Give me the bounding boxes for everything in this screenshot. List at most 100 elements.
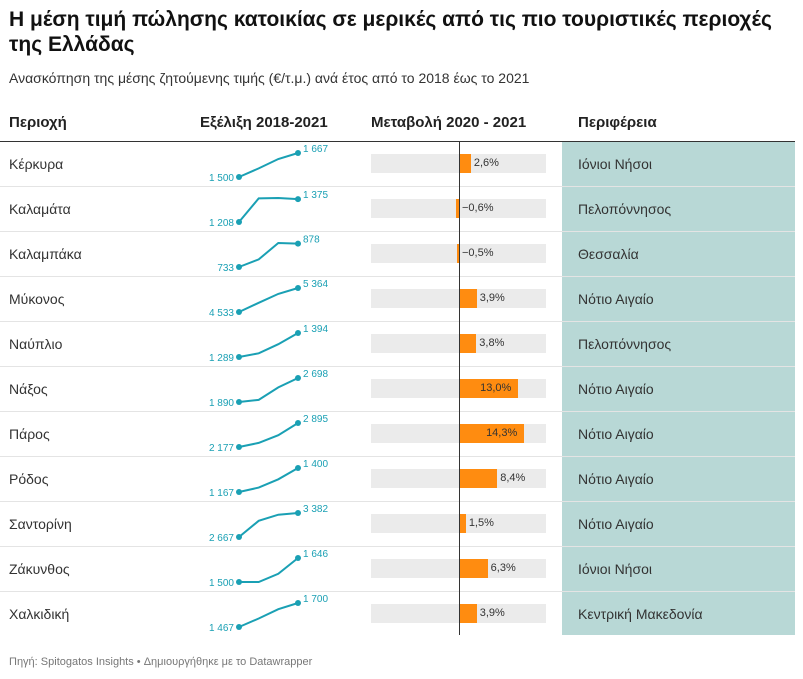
zero-axis-line xyxy=(459,142,460,635)
change-bar xyxy=(459,379,519,398)
change-bar xyxy=(459,559,488,578)
table-row: Μύκονος 4 533 5 364 3,9% Νότιο Αιγαίο xyxy=(0,277,795,322)
area-name: Κέρκυρα xyxy=(9,156,64,172)
sparkline-end-point xyxy=(295,150,301,156)
area-name: Πάρος xyxy=(9,426,50,442)
table-row: Καλαμάτα 1 208 1 375 −0,6% Πελοπόννησος xyxy=(0,187,795,232)
area-name: Νάξος xyxy=(9,381,48,397)
sparkline-end-point xyxy=(295,555,301,561)
sparkline-path xyxy=(238,332,299,358)
sparkline-end-label: 878 xyxy=(303,235,320,246)
sparkline-start-label: 1 500 xyxy=(209,578,234,589)
sparkline: 1 167 1 400 xyxy=(209,459,328,499)
change-bar xyxy=(459,334,477,353)
table-row: Σαντορίνη 2 667 3 382 1,5% Νότιο Αιγαίο xyxy=(0,502,795,547)
area-name: Καλαμπάκα xyxy=(9,246,82,262)
sparkline-end-point xyxy=(295,330,301,336)
table-row: Καλαμπάκα 733 878 −0,5% Θεσσαλία xyxy=(0,232,795,277)
sparkline: 2 177 2 895 xyxy=(209,414,328,454)
row-divider xyxy=(0,276,795,277)
sparkline: 2 667 3 382 xyxy=(209,504,328,544)
change-label: 3,9% xyxy=(479,607,505,619)
change-label: 13,0% xyxy=(480,382,512,394)
row-divider xyxy=(0,501,795,502)
area-name: Ρόδος xyxy=(9,471,49,487)
row-divider xyxy=(0,231,795,232)
chart-subtitle: Ανασκόπηση της μέσης ζητούμενης τιμής (€… xyxy=(9,70,530,86)
sparkline-end-label: 2 698 xyxy=(303,369,328,380)
area-name: Μύκονος xyxy=(9,291,65,307)
chart-title: Η μέση τιμή πώλησης κατοικίας σε μερικές… xyxy=(9,8,772,56)
table-row: Χαλκιδική 1 467 1 700 3,9% Κεντρική Μακεδονί… xyxy=(0,592,795,637)
sparkline-end-point xyxy=(295,420,301,426)
area-name: Ναύπλιο xyxy=(9,336,63,352)
sparkline-start-label: 1 289 xyxy=(209,353,234,364)
sparkline-path xyxy=(239,557,299,583)
sparkline-start-point xyxy=(236,534,242,540)
sparkline-end-label: 1 400 xyxy=(303,459,328,470)
change-bar xyxy=(459,469,498,488)
sparkline: 1 289 1 394 xyxy=(209,324,328,364)
sparkline-end-label: 2 895 xyxy=(303,414,328,425)
sparkline-start-point xyxy=(236,174,242,180)
row-divider xyxy=(0,411,795,412)
change-bar xyxy=(459,289,477,308)
sparkline-path xyxy=(238,241,299,268)
region-name: Ιόνιοι Νήσοι xyxy=(578,561,653,577)
sparkline-end-label: 3 382 xyxy=(303,504,328,515)
sparkline-path xyxy=(238,512,299,538)
sparkline-end-point xyxy=(295,240,301,247)
sparkline-start-point xyxy=(236,399,242,405)
area-name: Χαλκιδική xyxy=(9,606,70,622)
change-label: −0,6% xyxy=(462,202,494,214)
sparkline-start-point xyxy=(236,624,242,630)
sparkline-start-label: 1 467 xyxy=(209,623,234,634)
sparkline: 4 533 5 364 xyxy=(209,279,328,319)
sparkline-start-label: 4 533 xyxy=(209,308,234,319)
region-name: Νότιο Αιγαίο xyxy=(578,516,654,532)
change-label: 1,5% xyxy=(468,517,494,529)
source-note: Πηγή: Spitogatos Insights • Δημιουργήθηκ… xyxy=(9,656,313,668)
row-divider xyxy=(0,366,795,367)
sparkline-end-label: 1 375 xyxy=(303,190,328,201)
change-bar xyxy=(456,199,459,218)
sparkline-end-point xyxy=(295,375,301,381)
change-bar xyxy=(459,154,471,173)
sparkline-start-label: 1 208 xyxy=(209,218,234,229)
change-label: 2,6% xyxy=(473,157,499,169)
change-bar-track xyxy=(371,334,546,353)
change-bar-track xyxy=(371,154,546,173)
sparkline-path xyxy=(238,152,299,178)
sparkline-end-point xyxy=(295,285,301,291)
row-divider xyxy=(0,591,795,592)
change-bar-track xyxy=(371,559,546,578)
sparkline-start-point xyxy=(236,579,242,585)
sparkline-end-point xyxy=(295,600,301,606)
row-divider xyxy=(0,321,795,322)
change-bar-track xyxy=(371,469,546,488)
change-bar xyxy=(459,604,477,623)
sparkline-end-label: 5 364 xyxy=(303,279,328,290)
change-bar-track xyxy=(371,514,546,533)
area-name: Σαντορίνη xyxy=(9,516,72,532)
change-label: 8,4% xyxy=(500,472,526,484)
sparkline-start-point xyxy=(236,444,242,450)
sparkline-end-label: 1 700 xyxy=(303,594,328,605)
sparkline-end-point xyxy=(295,510,301,516)
table-row: Νάξος 1 890 2 698 13,0% Νότιο Αιγαίο xyxy=(0,367,795,412)
header-region: Περιφέρεια xyxy=(578,114,657,131)
row-divider xyxy=(0,456,795,457)
sparkline-path xyxy=(238,287,299,313)
change-label: 3,8% xyxy=(479,337,505,349)
sparkline-path xyxy=(238,196,299,223)
change-label: 6,3% xyxy=(490,562,516,574)
sparkline-start-point xyxy=(236,264,242,270)
region-name: Νότιο Αιγαίο xyxy=(578,471,654,487)
table-row: Κέρκυρα 1 500 1 667 2,6% Ιόνιοι Νήσοι xyxy=(0,142,795,187)
sparkline: 1 500 1 646 xyxy=(209,549,328,589)
sparkline-start-point xyxy=(236,219,242,225)
change-label: −0,5% xyxy=(462,247,494,259)
sparkline: 733 878 xyxy=(217,235,320,274)
sparkline: 1 500 1 667 xyxy=(209,144,328,184)
region-column-background xyxy=(562,142,795,635)
